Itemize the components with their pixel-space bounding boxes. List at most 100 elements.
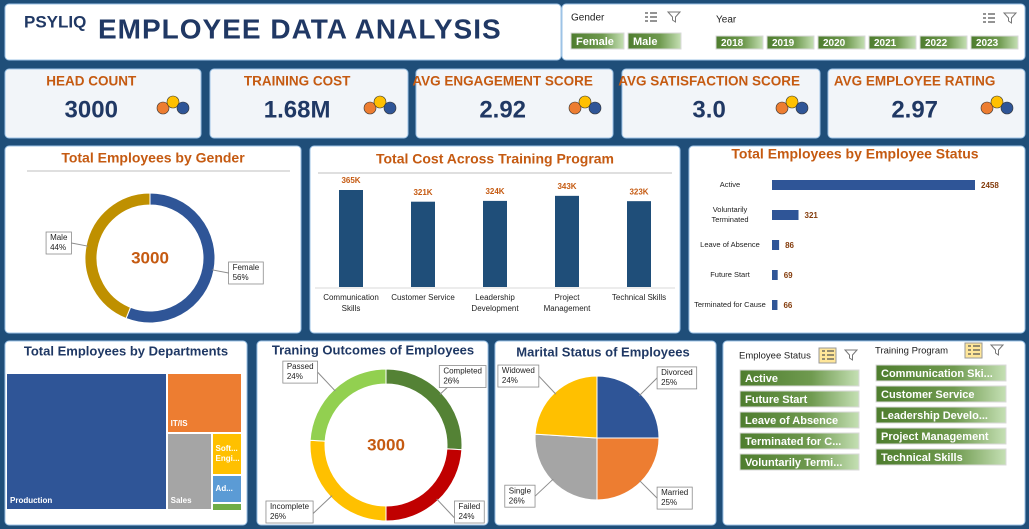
slicer-button[interactable] — [766, 35, 815, 50]
label-value: 25% — [661, 378, 677, 387]
slicer-title: Year — [716, 15, 737, 26]
panel — [827, 68, 1026, 139]
slicer-button-label[interactable]: 2019 — [772, 38, 795, 49]
slicer-button-label[interactable]: Female — [576, 36, 614, 48]
leader-line — [211, 269, 229, 274]
chart-title: Total Employees by Departments — [24, 343, 228, 358]
slicer-button[interactable] — [875, 448, 1007, 466]
select-icon — [968, 345, 980, 355]
slicer-button[interactable] — [739, 390, 860, 408]
slicer-button-label[interactable]: Technical Skills — [881, 452, 963, 464]
logo: PSYLIQ — [24, 12, 86, 31]
slicer-button-label[interactable]: Communication Ski... — [881, 368, 993, 380]
slicer-button[interactable] — [627, 32, 682, 50]
slicer-button[interactable] — [868, 35, 917, 50]
bar-value-label: 86 — [785, 241, 794, 250]
slicer-button[interactable] — [970, 35, 1019, 50]
slicer-button-label[interactable]: Leadership Develo... — [881, 410, 988, 422]
slicer-button[interactable] — [875, 364, 1007, 382]
kpi-icon — [980, 101, 994, 115]
panel — [4, 3, 562, 61]
slicer-button[interactable] — [875, 406, 1007, 424]
chart-title: Total Employees by Employee Status — [731, 146, 978, 162]
chart-title: Total Employees by Gender — [61, 150, 245, 166]
label-box — [282, 360, 318, 384]
label-category: Female — [233, 263, 260, 272]
bar — [772, 300, 778, 310]
panel — [561, 3, 1026, 61]
kpi-value: 2.97 — [891, 96, 938, 123]
slicer-button-label[interactable]: Customer Service — [881, 389, 975, 401]
label-value: 56% — [233, 273, 249, 282]
slicer-button-label[interactable]: Leave of Absence — [745, 415, 838, 427]
kpi-label: HEAD COUNT — [46, 74, 137, 89]
label-value: 24% — [458, 512, 474, 521]
slicer-button[interactable] — [715, 35, 764, 50]
slicer-button-label[interactable]: Male — [633, 36, 657, 48]
leader-line — [317, 371, 336, 392]
label-value: 26% — [270, 512, 286, 521]
kpi-icon — [166, 95, 180, 109]
select-icon — [645, 12, 657, 22]
slicer-button-label[interactable]: 2023 — [976, 38, 999, 49]
chart-title: Marital Status of Employees — [516, 344, 689, 359]
slicer-button-label[interactable]: Voluntarily Termi... — [745, 457, 842, 469]
slicer-button-label[interactable]: Future Start — [745, 394, 808, 406]
kpi-icon — [785, 95, 799, 109]
filter-icon — [666, 11, 682, 23]
label-box — [656, 486, 693, 510]
label-value: 26% — [509, 496, 525, 505]
slicer-button[interactable] — [739, 411, 860, 429]
label-category: Passed — [287, 362, 314, 371]
slicer-button[interactable] — [739, 453, 860, 471]
slicer-button[interactable] — [739, 432, 860, 450]
kpi-value: 2.92 — [479, 96, 526, 123]
slicer-button-label[interactable]: 2018 — [721, 38, 744, 49]
slicer-button-label[interactable]: Active — [745, 373, 778, 385]
kpi-value: 3000 — [65, 96, 118, 123]
leader-line — [534, 478, 554, 497]
leader-line — [71, 242, 89, 247]
kpi-label: TRAINING COST — [244, 74, 351, 89]
kpi-icon — [578, 95, 592, 109]
label-box — [497, 364, 540, 388]
label-category: Completed — [443, 367, 482, 376]
leader-line — [312, 495, 333, 514]
slicer-button-label[interactable]: 2021 — [874, 38, 897, 49]
slicer-button[interactable] — [875, 427, 1007, 445]
label-category: Widowed — [502, 366, 535, 375]
bar — [339, 190, 363, 287]
slicer-button[interactable] — [817, 35, 866, 50]
slicer-button[interactable] — [739, 369, 860, 387]
filter-icon — [989, 344, 1005, 356]
kpi-icon — [990, 95, 1004, 109]
bar — [772, 180, 975, 190]
label-value: 26% — [443, 377, 459, 386]
bar-value-label: 365K — [341, 176, 360, 185]
slicer-button-label[interactable]: Terminated for C... — [745, 436, 841, 448]
slicer-button-label[interactable]: Project Management — [881, 431, 989, 443]
slicer-button-label[interactable]: 2020 — [823, 38, 846, 49]
label-category: Single — [509, 486, 532, 495]
slicer-button-label[interactable]: 2022 — [925, 38, 948, 49]
dashboard-title: EMPLOYEE DATA ANALYSIS — [98, 13, 502, 44]
bar — [411, 201, 435, 287]
filter-icon — [1002, 12, 1018, 24]
slice — [84, 192, 151, 320]
label-value: 24% — [502, 376, 518, 385]
leader-line — [639, 480, 658, 499]
label-category: Failed — [458, 502, 480, 511]
slicer-button[interactable] — [570, 32, 625, 50]
kpi-icon — [373, 95, 387, 109]
bar-value-label: 324K — [485, 187, 504, 196]
slicer-button[interactable] — [919, 35, 968, 50]
label-category: Male — [50, 233, 68, 242]
label-category: Married — [661, 488, 688, 497]
slicer-button[interactable] — [875, 385, 1007, 403]
panel — [688, 145, 1026, 334]
kpi-icon — [588, 101, 602, 115]
